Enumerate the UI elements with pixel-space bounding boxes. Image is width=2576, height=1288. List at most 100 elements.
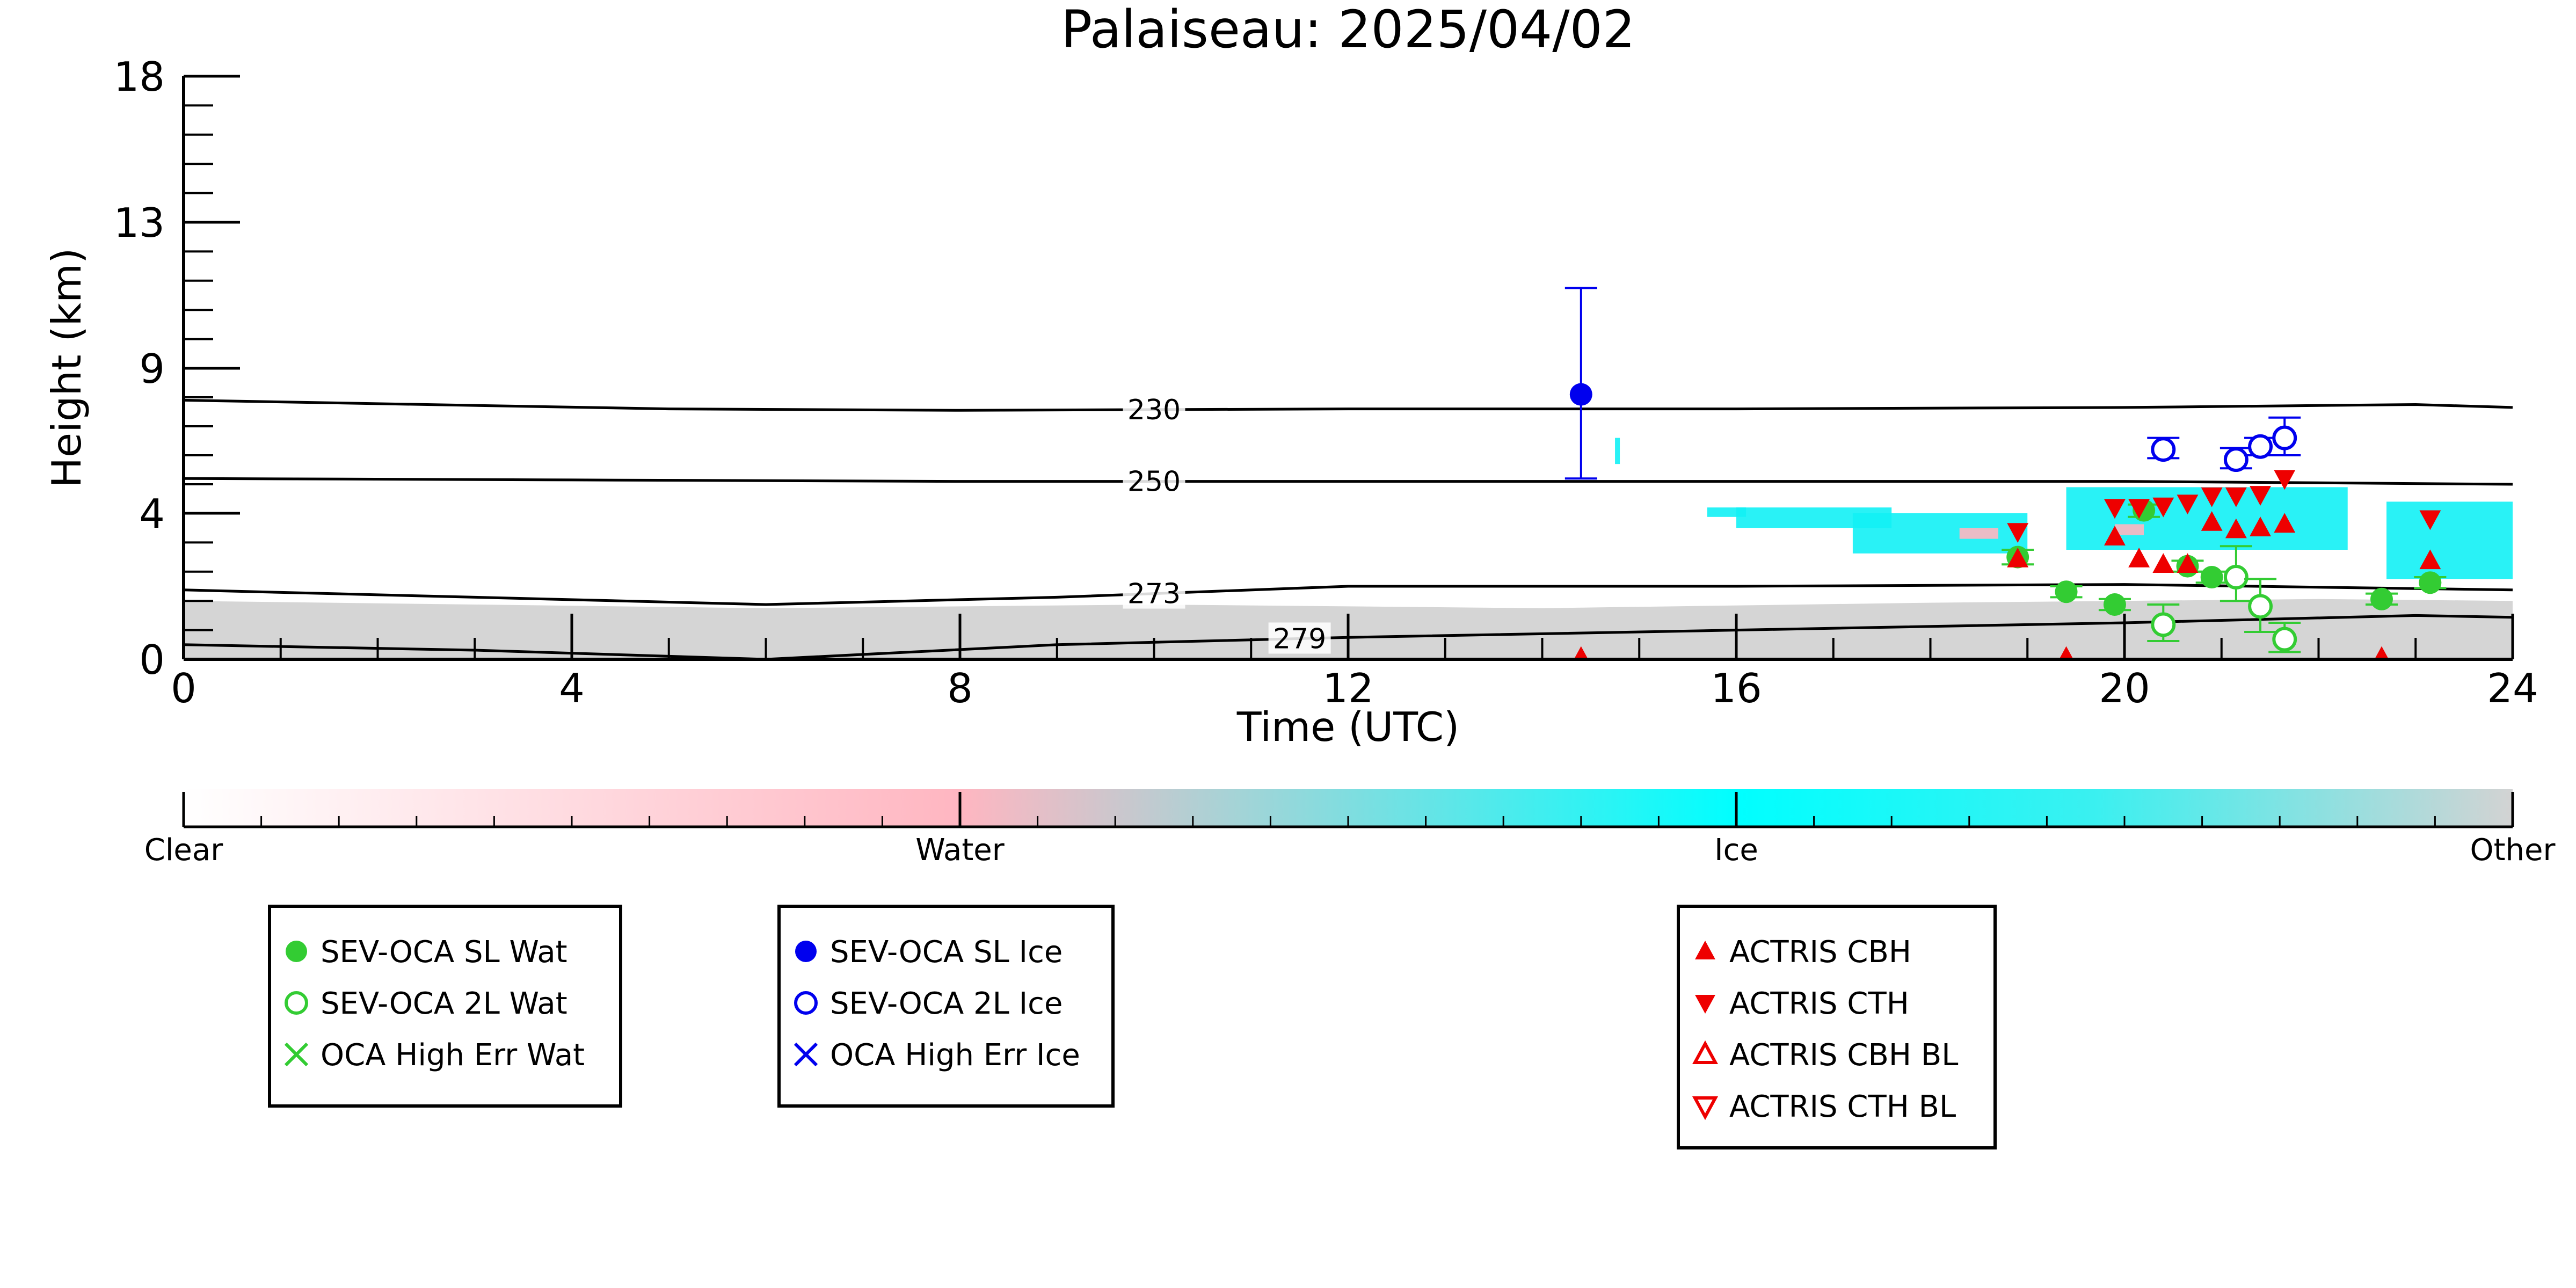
legend-item-actris-cth: ACTRIS CTH <box>1695 986 1909 1021</box>
data-point <box>1569 383 1592 406</box>
data-point <box>2419 571 2442 594</box>
legend-marker <box>1692 1040 1719 1064</box>
data-point <box>2152 553 2174 573</box>
series-actris-cbh <box>1574 511 2441 659</box>
data-point <box>2248 594 2273 619</box>
legend-marker <box>795 941 817 962</box>
contour-label-bg <box>1123 465 1185 497</box>
data-point <box>2104 526 2126 545</box>
data-point <box>2200 566 2223 588</box>
legend-label: SEV-OCA 2L Wat <box>321 986 567 1021</box>
data-point <box>2104 499 2126 519</box>
legend-item-sev-oca-2l-wat: SEV-OCA 2L Wat <box>285 986 567 1021</box>
legend-frame <box>777 905 1115 1108</box>
y-tick-label: 0 <box>139 636 165 683</box>
data-point <box>2419 549 2441 570</box>
series-sev-oca-2l-ice <box>2147 416 2301 472</box>
data-point <box>2419 510 2441 530</box>
x-tick-label: 8 <box>947 665 973 712</box>
contour-label-279: 279 <box>1273 623 1326 655</box>
mask-patch-ice <box>1852 513 2028 554</box>
x-tick-label: 24 <box>2487 665 2538 712</box>
legend-label: SEV-OCA 2L Ice <box>830 986 1063 1021</box>
legend: SEV-OCA SL Wat SEV-OCA 2L Wat OCA High Err… <box>268 905 1997 1149</box>
legend-box-1: SEV-OCA SL Wat SEV-OCA 2L Wat OCA High Err… <box>268 905 622 1108</box>
x-tick-label: 0 <box>171 665 197 712</box>
phase-colorbar: Clear Water Ice Other <box>144 789 2556 868</box>
data-point <box>2272 627 2297 652</box>
plot-area: 230 250 273 279 0 4 9 13 18 0 4 8 12 16 20 24 <box>114 53 2538 712</box>
data-point <box>2059 646 2073 659</box>
data-point <box>2152 497 2174 518</box>
legend-item-oca-high-err-wat: OCA High Err Wat <box>284 1038 585 1073</box>
data-point <box>2223 447 2248 472</box>
data-point <box>2250 516 2271 536</box>
chart-title: Palaiseau: 2025/04/02 <box>1061 0 1635 60</box>
x-tick-label: 20 <box>2099 665 2150 712</box>
data-point <box>2201 487 2223 507</box>
data-point <box>2103 593 2126 616</box>
y-axis-label: Height (km) <box>43 248 90 488</box>
temperature-contours: 230 250 273 279 <box>183 393 2513 661</box>
x-axis-label: Time (UTC) <box>1236 703 1460 751</box>
data-point <box>2151 437 2176 462</box>
legend-marker <box>1692 1096 1719 1120</box>
colorbar-label-water: Water <box>915 833 1005 868</box>
series-sev-oca-sl-ice <box>1564 287 1597 480</box>
data-point <box>2151 612 2176 637</box>
retrieval-markers <box>1564 287 2447 659</box>
data-point <box>2177 553 2199 573</box>
data-point <box>2055 580 2078 603</box>
contour-250 <box>183 477 2513 486</box>
contour-label-bg <box>1123 393 1185 425</box>
data-point <box>2248 434 2273 459</box>
contour-230 <box>183 398 2513 412</box>
data-point <box>1574 646 1589 659</box>
contour-label-bg <box>1268 622 1331 654</box>
series-actris-cth <box>2007 470 2441 543</box>
legend-marker <box>794 1042 818 1067</box>
series-sev-oca-2l-wat <box>2147 545 2301 653</box>
legend-label: OCA High Err Wat <box>321 1038 585 1073</box>
data-point <box>2272 425 2297 450</box>
legend-item-sev-oca-sl-ice: SEV-OCA SL Ice <box>795 935 1063 970</box>
legend-item-actris-cbh-bl: ACTRIS CBH BL <box>1692 1038 1958 1073</box>
legend-marker <box>286 941 307 962</box>
data-point <box>2374 646 2389 659</box>
x-tick-label: 16 <box>1711 665 1762 712</box>
legend-label: ACTRIS CTH BL <box>1729 1089 1956 1124</box>
colorbar-label-ice: Ice <box>1714 833 1758 868</box>
legend-frame <box>268 905 622 1108</box>
legend-label: ACTRIS CBH BL <box>1729 1038 1958 1073</box>
legend-label: OCA High Err Ice <box>830 1038 1080 1073</box>
data-point <box>2274 470 2296 490</box>
legend-label: SEV-OCA SL Wat <box>321 935 567 970</box>
legend-item-oca-high-err-ice: OCA High Err Ice <box>794 1038 1080 1073</box>
y-tick-label: 9 <box>139 345 165 392</box>
data-point <box>2223 565 2248 590</box>
colorbar-label-other: Other <box>2470 833 2556 868</box>
x-tick-label: 4 <box>559 665 585 712</box>
legend-label: ACTRIS CBH <box>1729 935 1911 970</box>
colorbar-label-clear: Clear <box>144 833 223 868</box>
mask-patch-ice <box>1615 438 1620 464</box>
contour-label-bg <box>1123 577 1185 609</box>
mask-patch-water <box>1959 528 1999 539</box>
legend-marker <box>1695 941 1715 959</box>
legend-item-actris-cth-bl: ACTRIS CTH BL <box>1692 1089 1956 1124</box>
data-point <box>2128 548 2150 567</box>
legend-box-2: SEV-OCA SL Ice SEV-OCA 2L Ice OCA High Err… <box>777 905 1115 1108</box>
legend-item-sev-oca-2l-ice: SEV-OCA 2L Ice <box>794 986 1063 1021</box>
axes: 0 4 9 13 18 0 4 8 12 16 20 24 <box>114 53 2538 712</box>
legend-marker <box>285 991 308 1015</box>
data-point <box>2177 494 2199 515</box>
x-tick-label: 12 <box>1322 665 1373 712</box>
y-tick-label: 18 <box>114 53 165 100</box>
data-point <box>2225 487 2247 507</box>
data-point <box>2250 486 2271 506</box>
data-point <box>2370 587 2393 610</box>
mask-patch-ice <box>2386 501 2513 579</box>
legend-label: SEV-OCA SL Ice <box>830 935 1063 970</box>
contour-label-250: 250 <box>1127 466 1181 498</box>
